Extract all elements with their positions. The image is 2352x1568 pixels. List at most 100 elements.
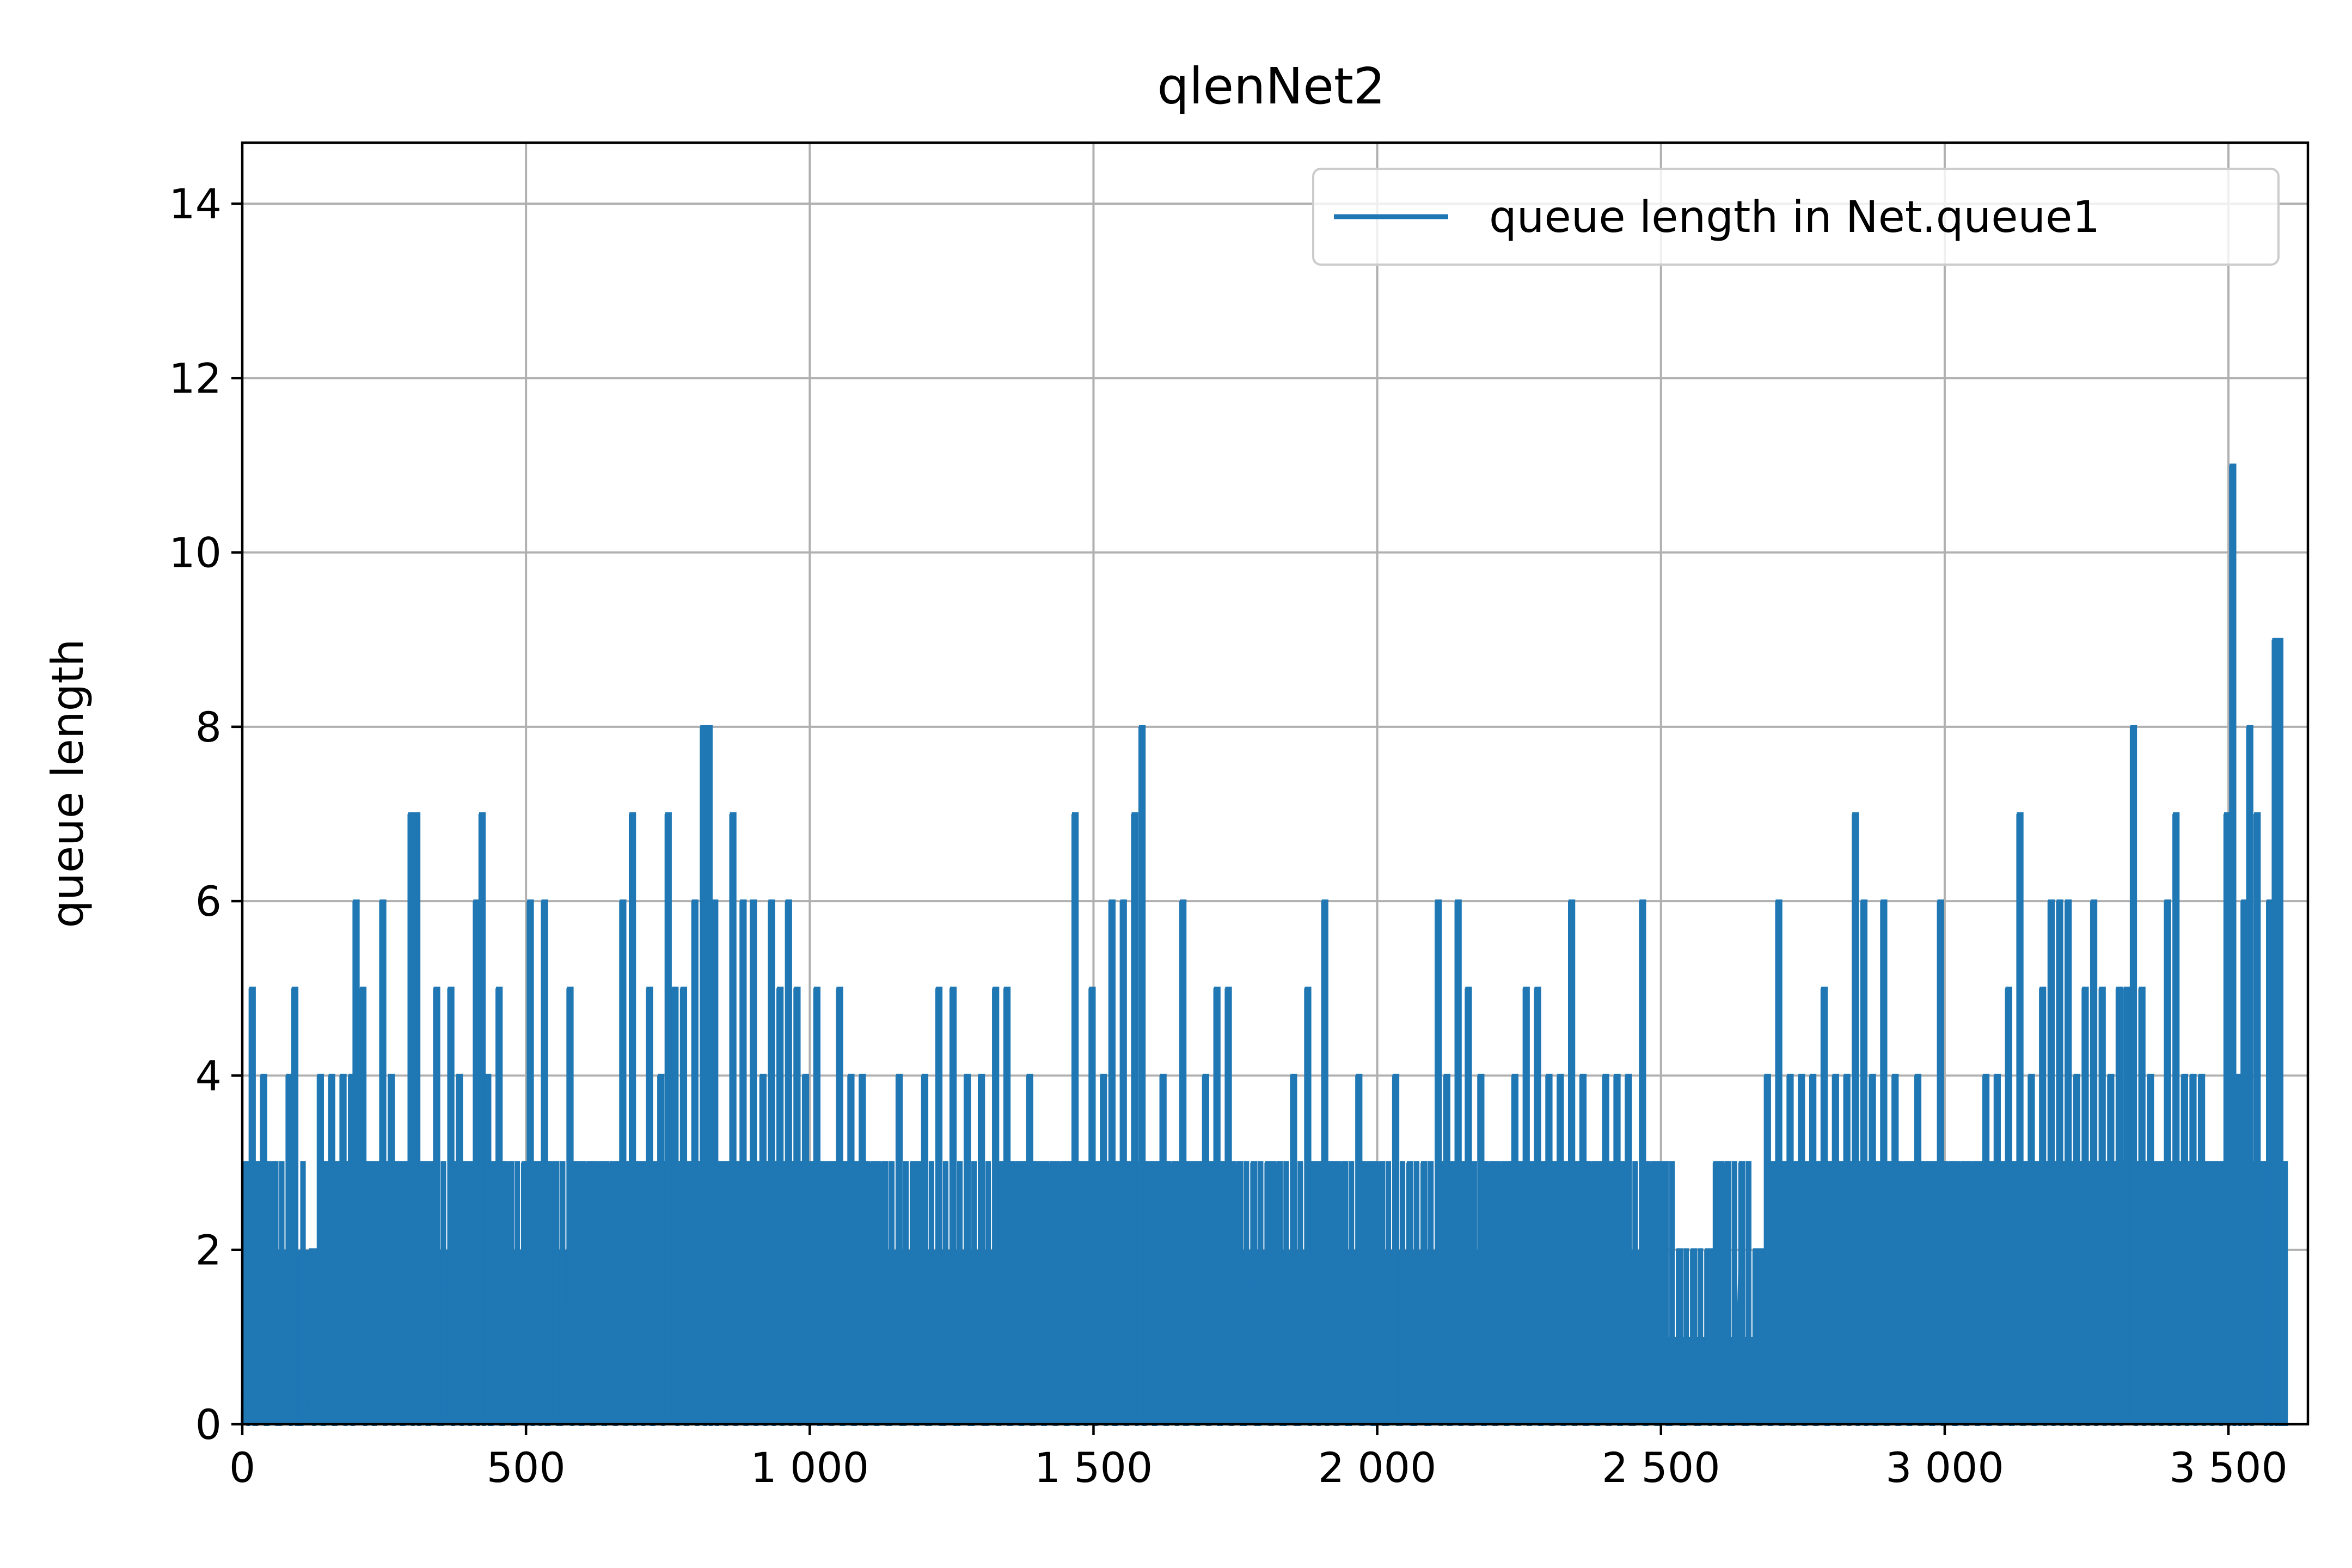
- y-tick-label: 12: [169, 354, 222, 402]
- peak-mark: [379, 901, 384, 1424]
- peak-mark: [2207, 1163, 2212, 1424]
- peak-mark: [1015, 1163, 1020, 1424]
- legend-label: queue length in Net.queue1: [1489, 192, 2100, 242]
- peak-mark: [1753, 1250, 1758, 1424]
- peak-mark: [1264, 1163, 1270, 1424]
- peak-mark: [1557, 1075, 1562, 1424]
- peak-mark: [249, 988, 254, 1424]
- peak-mark: [1809, 1075, 1815, 1424]
- x-tick-label: 1 500: [1034, 1443, 1153, 1492]
- peak-mark: [2215, 1163, 2220, 1424]
- peak-mark: [750, 901, 755, 1424]
- peak-mark: [2224, 814, 2229, 1424]
- peak-mark: [1914, 1075, 1920, 1424]
- peak-mark: [1003, 988, 1009, 1424]
- peak-mark: [566, 988, 572, 1424]
- peak-mark: [1971, 1163, 1976, 1424]
- peak-mark: [859, 1075, 864, 1424]
- peak-mark: [1080, 1163, 1086, 1424]
- peak-mark: [2266, 901, 2271, 1424]
- peak-mark: [2107, 1075, 2112, 1424]
- peak-mark: [759, 1075, 765, 1424]
- y-tick-label: 4: [195, 1051, 222, 1100]
- peak-mark: [1948, 1163, 1953, 1424]
- peak-mark: [1392, 1075, 1398, 1424]
- peak-mark: [285, 1075, 291, 1424]
- y-tick-label: 0: [195, 1400, 222, 1449]
- peak-mark: [619, 901, 624, 1424]
- peak-mark: [1179, 901, 1185, 1424]
- peak-mark: [1071, 814, 1077, 1424]
- peak-mark: [1937, 901, 1943, 1424]
- peak-mark: [598, 1163, 603, 1424]
- peak-mark: [2229, 465, 2234, 1424]
- peak-mark: [1276, 1163, 1281, 1424]
- peak-mark: [978, 1075, 983, 1424]
- peak-mark: [328, 1075, 334, 1424]
- peak-mark: [1171, 1163, 1176, 1424]
- peak-mark: [2005, 988, 2011, 1424]
- x-tick-label: 1 000: [751, 1443, 869, 1492]
- peak-mark: [260, 1075, 265, 1424]
- peak-mark: [1926, 1163, 1931, 1424]
- peak-mark: [2065, 901, 2070, 1424]
- peak-mark: [1378, 1163, 1383, 1424]
- y-axis-label: queue length: [42, 639, 93, 928]
- peak-mark: [2123, 988, 2128, 1424]
- peak-mark: [552, 1163, 558, 1424]
- peak-mark: [1545, 1075, 1551, 1424]
- peak-mark: [739, 901, 745, 1424]
- peak-mark: [1852, 814, 1857, 1424]
- peak-mark: [352, 901, 358, 1424]
- x-tick-label: 2 500: [1602, 1443, 1720, 1492]
- peak-mark: [1367, 1163, 1372, 1424]
- peak-mark: [447, 988, 452, 1424]
- peak-mark: [575, 1163, 580, 1424]
- chart-title: qlenNet2: [1157, 57, 1386, 115]
- peak-mark: [768, 901, 773, 1424]
- peak-mark: [243, 1163, 248, 1424]
- peak-mark: [2048, 901, 2053, 1424]
- x-tick-label: 0: [229, 1443, 255, 1492]
- peak-mark: [1821, 988, 1826, 1424]
- peak-mark: [1406, 1163, 1412, 1424]
- peak-mark: [1148, 1163, 1154, 1424]
- peak-mark: [2116, 988, 2121, 1424]
- peak-mark: [1455, 901, 1460, 1424]
- peak-mark: [1869, 1075, 1874, 1424]
- peak-mark: [1304, 988, 1309, 1424]
- peak-mark: [1860, 901, 1866, 1424]
- peak-mark: [2099, 988, 2104, 1424]
- peak-mark: [1534, 988, 1539, 1424]
- peak-mark: [680, 988, 685, 1424]
- peak-mark: [291, 988, 297, 1424]
- peak-mark: [422, 1163, 427, 1424]
- peak-mark: [1341, 1163, 1346, 1424]
- peak-mark: [1568, 901, 1573, 1424]
- peak-mark: [793, 988, 799, 1424]
- peak-mark: [521, 1163, 526, 1424]
- peak-mark: [720, 1163, 725, 1424]
- peak-mark: [896, 1075, 901, 1424]
- peak-mark: [1321, 901, 1327, 1424]
- y-tick-label: 2: [195, 1226, 222, 1275]
- peak-mark: [836, 988, 841, 1424]
- peak-mark: [1465, 988, 1470, 1424]
- peak-mark: [388, 1075, 393, 1424]
- peak-mark: [609, 1163, 615, 1424]
- peak-mark: [2261, 1163, 2266, 1424]
- peak-mark: [1443, 1075, 1449, 1424]
- peak-mark: [1138, 727, 1144, 1424]
- peak-mark: [1214, 988, 1219, 1424]
- peak-mark: [2240, 901, 2246, 1424]
- peak-mark: [2164, 901, 2169, 1424]
- peak-mark: [2130, 727, 2135, 1424]
- peak-mark: [1738, 1163, 1744, 1424]
- peak-mark: [479, 814, 484, 1424]
- y-tick-label: 6: [195, 877, 222, 926]
- peak-mark: [2147, 1075, 2152, 1424]
- peak-mark: [2155, 1163, 2161, 1424]
- peak-mark: [776, 988, 782, 1424]
- peak-mark: [813, 988, 819, 1424]
- peak-mark: [729, 814, 734, 1424]
